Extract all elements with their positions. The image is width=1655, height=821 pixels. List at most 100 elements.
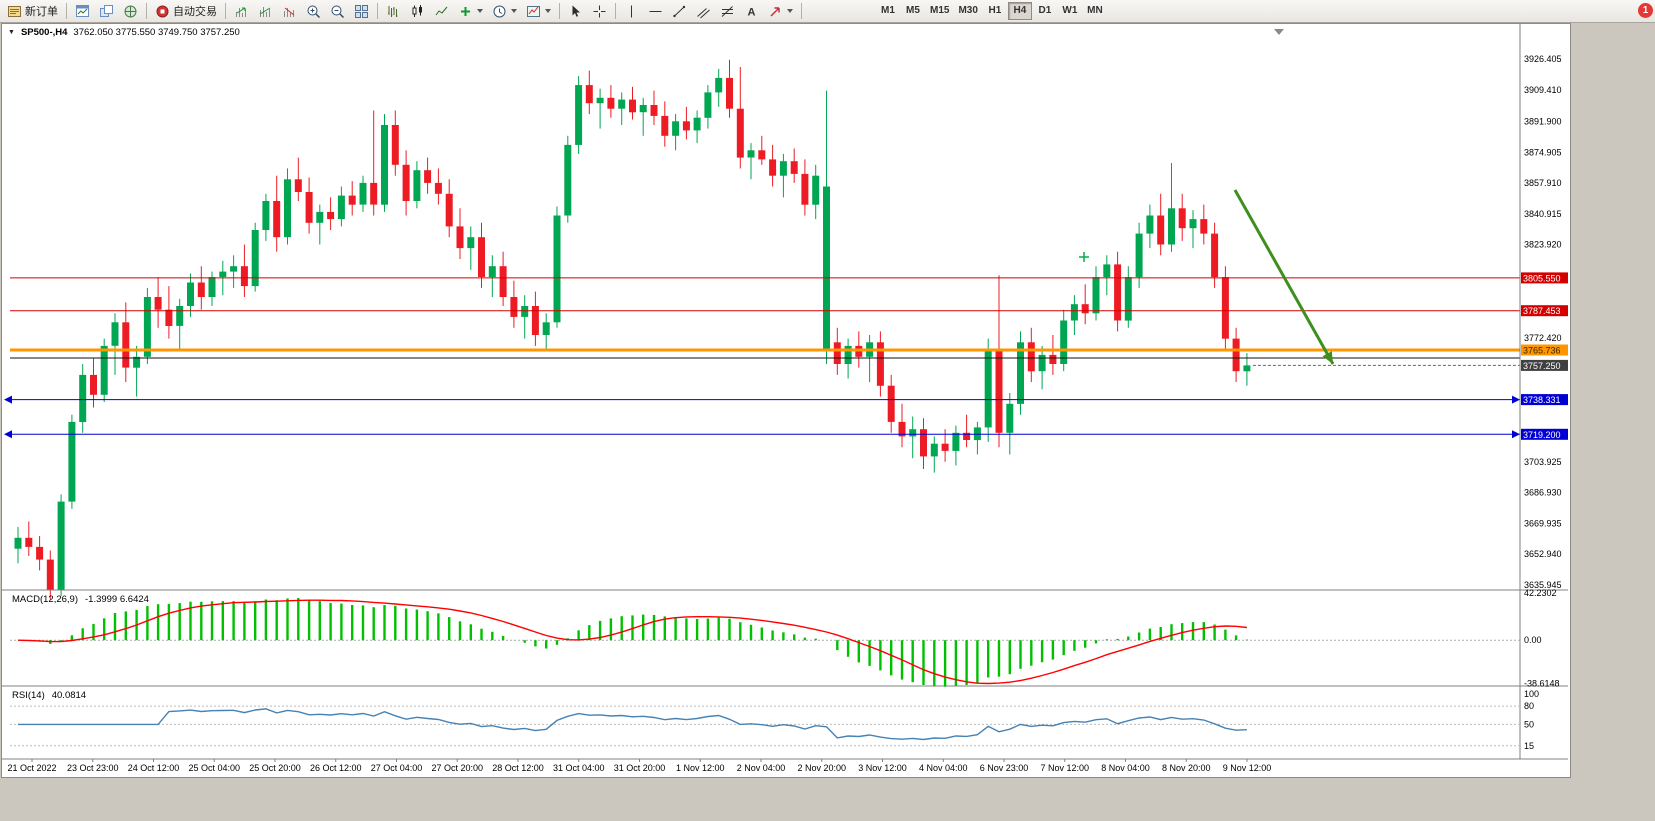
macd-values: -1.3999 6.6424 — [85, 594, 149, 605]
macd-name: MACD(12,26,9) — [12, 594, 78, 605]
svg-text:4 Nov 04:00: 4 Nov 04:00 — [919, 763, 968, 773]
svg-text:1 Nov 12:00: 1 Nov 12:00 — [676, 763, 725, 773]
profiles-icon — [100, 4, 113, 17]
tile-windows-button[interactable] — [350, 2, 373, 21]
svg-text:3787.453: 3787.453 — [1523, 306, 1561, 316]
timeframe-button-h1[interactable]: H1 — [983, 2, 1007, 20]
clock-icon — [493, 5, 506, 17]
timeframe-button-d1[interactable]: D1 — [1033, 2, 1057, 20]
new-chart-button[interactable] — [71, 2, 94, 21]
svg-text:26 Oct 12:00: 26 Oct 12:00 — [310, 763, 362, 773]
dropdown-caret-icon — [787, 9, 793, 13]
market-watch-icon — [124, 5, 137, 17]
svg-text:21 Oct 2022: 21 Oct 2022 — [7, 763, 56, 773]
custom-indicators-button[interactable] — [254, 2, 277, 21]
templates-button[interactable] — [522, 2, 555, 21]
autotrading-icon — [156, 5, 169, 17]
svg-text:25 Oct 20:00: 25 Oct 20:00 — [249, 763, 301, 773]
zoom-in-button[interactable] — [302, 2, 325, 21]
svg-text:3669.935: 3669.935 — [1524, 519, 1562, 529]
trendline-button[interactable] — [668, 2, 691, 21]
candlestick-chart-icon — [412, 4, 422, 17]
vertical-line-button[interactable] — [620, 2, 643, 21]
svg-text:3909.410: 3909.410 — [1524, 85, 1562, 95]
market-watch-button[interactable] — [119, 2, 142, 21]
svg-text:24 Oct 12:00: 24 Oct 12:00 — [128, 763, 180, 773]
zoom-in-icon — [307, 5, 321, 18]
timeframe-button-mn[interactable]: MN — [1083, 2, 1107, 20]
bar-chart-button[interactable] — [382, 2, 405, 21]
macd-label: MACD(12,26,9) -1.3999 6.6424 — [12, 594, 149, 605]
main-toolbar: 新订单 自动交易 A M1 M — [0, 0, 1655, 23]
fibonacci-button[interactable] — [716, 2, 739, 21]
svg-text:3805.550: 3805.550 — [1523, 273, 1561, 283]
tile-windows-icon — [355, 4, 368, 18]
arrows-button[interactable] — [764, 2, 797, 21]
zoom-out-button[interactable] — [326, 2, 349, 21]
autotrading-button[interactable]: 自动交易 — [151, 2, 221, 21]
cursor-button[interactable] — [564, 2, 587, 21]
new-order-label: 新订单 — [25, 6, 58, 18]
cursor-icon — [572, 5, 580, 17]
svg-text:28 Oct 12:00: 28 Oct 12:00 — [492, 763, 544, 773]
svg-text:9 Nov 12:00: 9 Nov 12:00 — [1223, 763, 1272, 773]
scripts-button[interactable] — [278, 2, 301, 21]
channel-button[interactable] — [692, 2, 715, 21]
new-order-button[interactable]: 新订单 — [3, 2, 62, 21]
scripts-icon — [284, 7, 295, 17]
collapse-icon[interactable]: ▼ — [8, 29, 15, 36]
horizontal-line-button[interactable] — [644, 2, 667, 21]
svg-text:3738.331: 3738.331 — [1523, 395, 1561, 405]
timeframe-button-m5[interactable]: M5 — [901, 2, 925, 20]
svg-text:80: 80 — [1524, 701, 1534, 711]
expert-advisors-button[interactable] — [230, 2, 253, 21]
svg-text:-38.6148: -38.6148 — [1524, 678, 1560, 688]
svg-text:27 Oct 20:00: 27 Oct 20:00 — [431, 763, 483, 773]
text-icon: A — [748, 6, 756, 18]
svg-text:0.00: 0.00 — [1524, 635, 1542, 645]
arrow-object-icon — [770, 6, 780, 16]
trendline-icon — [673, 5, 686, 17]
add-indicator-button[interactable] — [454, 2, 487, 21]
add-indicator-icon — [461, 6, 470, 16]
crosshair-button[interactable] — [588, 2, 611, 21]
svg-text:6 Nov 23:00: 6 Nov 23:00 — [980, 763, 1029, 773]
svg-text:3652.940: 3652.940 — [1524, 549, 1562, 559]
svg-text:31 Oct 20:00: 31 Oct 20:00 — [614, 763, 666, 773]
timeframe-button-m15[interactable]: M15 — [926, 2, 953, 20]
rsi-name: RSI(14) — [12, 690, 45, 701]
ohlc-values: 3762.050 3775.550 3749.750 3757.250 — [73, 27, 240, 38]
new-chart-icon — [76, 4, 89, 17]
svg-text:3857.910: 3857.910 — [1524, 178, 1562, 188]
svg-text:3772.420: 3772.420 — [1524, 333, 1562, 343]
timeframe-button-m1[interactable]: M1 — [876, 2, 900, 20]
svg-text:42.2302: 42.2302 — [1524, 588, 1557, 598]
toolbar-separator — [146, 3, 147, 19]
autotrading-label: 自动交易 — [173, 6, 217, 18]
svg-text:2 Nov 20:00: 2 Nov 20:00 — [797, 763, 846, 773]
rsi-value: 40.0814 — [51, 690, 87, 701]
svg-text:3 Nov 12:00: 3 Nov 12:00 — [858, 763, 907, 773]
vertical-line-icon — [631, 5, 632, 17]
timeframe-button-w1[interactable]: W1 — [1058, 2, 1082, 20]
dropdown-caret-icon — [477, 9, 483, 13]
timeframe-button-m30[interactable]: M30 — [954, 2, 981, 20]
toolbar-separator — [377, 3, 378, 19]
periods-button[interactable] — [488, 2, 521, 21]
new-order-icon — [8, 5, 21, 17]
candlestick-chart-button[interactable] — [406, 2, 429, 21]
price-chart[interactable]: 3926.405 3909.410 3891.900 3874.905 3857.910… — [2, 24, 1568, 775]
text-label-button[interactable]: A — [740, 2, 763, 21]
timeframe-group: M1 M5 M15 M30 H1 H4 D1 W1 MN — [876, 2, 1107, 20]
profiles-button[interactable] — [95, 2, 118, 21]
rsi-label: RSI(14) 40.0814 — [12, 690, 86, 701]
svg-text:3686.930: 3686.930 — [1524, 488, 1562, 498]
notification-badge[interactable]: 1 — [1638, 3, 1653, 18]
svg-text:8 Nov 04:00: 8 Nov 04:00 — [1101, 763, 1150, 773]
line-chart-button[interactable] — [430, 2, 453, 21]
channel-icon — [697, 7, 710, 18]
custom-indicators-icon — [259, 6, 271, 17]
timeframe-button-h4[interactable]: H4 — [1007, 2, 1032, 20]
svg-text:25 Oct 04:00: 25 Oct 04:00 — [188, 763, 240, 773]
chart-window: 3926.405 3909.410 3891.900 3874.905 3857.910… — [1, 23, 1571, 778]
